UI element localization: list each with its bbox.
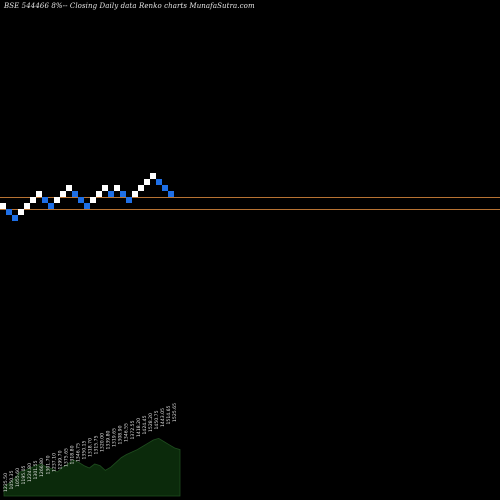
volume-label: 1195.05 xyxy=(21,465,27,484)
renko-brick-4 xyxy=(24,203,30,209)
renko-brick-2 xyxy=(12,215,18,221)
reference-lines xyxy=(0,197,500,210)
renko-brick-28 xyxy=(168,191,174,197)
volume-label: 1050.35 xyxy=(9,470,15,489)
volume-label: 1350.15 xyxy=(81,440,87,459)
volume-label: 1319.65 xyxy=(112,428,118,447)
renko-brick-16 xyxy=(96,191,102,197)
renko-brick-15 xyxy=(90,197,96,203)
volume-label: 1237.10 xyxy=(51,453,57,472)
renko-brick-17 xyxy=(102,185,108,191)
chart-title: BSE 544466 8%-- Closing Daily data Renko… xyxy=(4,2,255,10)
renko-brick-14 xyxy=(84,203,90,209)
volume-labels: 1225.50 1050.35 1055.60 1195.05 1224.80 1301.… xyxy=(3,403,178,492)
renko-brick-0 xyxy=(0,203,6,209)
renko-brick-24 xyxy=(144,179,150,185)
renko-brick-6 xyxy=(36,191,42,197)
renko-brick-13 xyxy=(78,197,84,203)
renko-brick-1 xyxy=(6,209,12,215)
volume-label: 1318.80 xyxy=(69,445,75,464)
volume-label: 1301.55 xyxy=(33,460,39,479)
renko-brick-9 xyxy=(54,197,60,203)
volume-label: 1424.45 xyxy=(142,415,148,434)
volume-area xyxy=(3,437,181,497)
volume-label: 1372.55 xyxy=(130,420,136,439)
renko-brick-26 xyxy=(156,179,162,185)
volume-label: 1443.05 xyxy=(160,408,166,427)
renko-brick-25 xyxy=(150,173,156,179)
renko-brick-3 xyxy=(18,209,24,215)
volume-label: 1308.90 xyxy=(118,425,124,444)
renko-brick-22 xyxy=(132,191,138,197)
renko-brick-27 xyxy=(162,185,168,191)
volume-label: 1375.65 xyxy=(63,448,69,467)
renko-bricks xyxy=(0,173,174,221)
volume-label: 1224.80 xyxy=(27,463,33,482)
renko-brick-18 xyxy=(108,191,114,197)
volume-label: 1525.65 xyxy=(172,403,178,422)
volume-label: 1514.65 xyxy=(166,405,172,424)
volume-label: 1339.80 xyxy=(106,430,112,449)
volume-label: 1225.50 xyxy=(3,473,9,492)
volume-panel xyxy=(3,437,181,497)
renko-brick-23 xyxy=(138,185,144,191)
renko-brick-5 xyxy=(30,197,36,203)
renko-brick-20 xyxy=(120,191,126,197)
volume-label: 1055.60 xyxy=(15,468,21,487)
renko-brick-7 xyxy=(42,197,48,203)
volume-label: 1320.00 xyxy=(100,433,106,452)
volume-label: 1318.70 xyxy=(88,438,94,457)
renko-brick-11 xyxy=(66,185,72,191)
volume-label: 1346.75 xyxy=(75,443,81,462)
renko-brick-12 xyxy=(72,191,78,197)
volume-label: 1346.55 xyxy=(124,423,130,442)
renko-brick-21 xyxy=(126,197,132,203)
volume-label: 1418.20 xyxy=(136,418,142,437)
volume-label: 1266.80 xyxy=(39,458,45,477)
volume-label: 1301.70 xyxy=(45,455,51,474)
volume-label: 1450.75 xyxy=(154,410,160,429)
volume-label: 1528.20 xyxy=(148,413,154,432)
volume-label: 1315.75 xyxy=(94,435,100,454)
volume-label: 1299.70 xyxy=(57,450,63,469)
renko-brick-19 xyxy=(114,185,120,191)
renko-brick-8 xyxy=(48,203,54,209)
renko-brick-10 xyxy=(60,191,66,197)
